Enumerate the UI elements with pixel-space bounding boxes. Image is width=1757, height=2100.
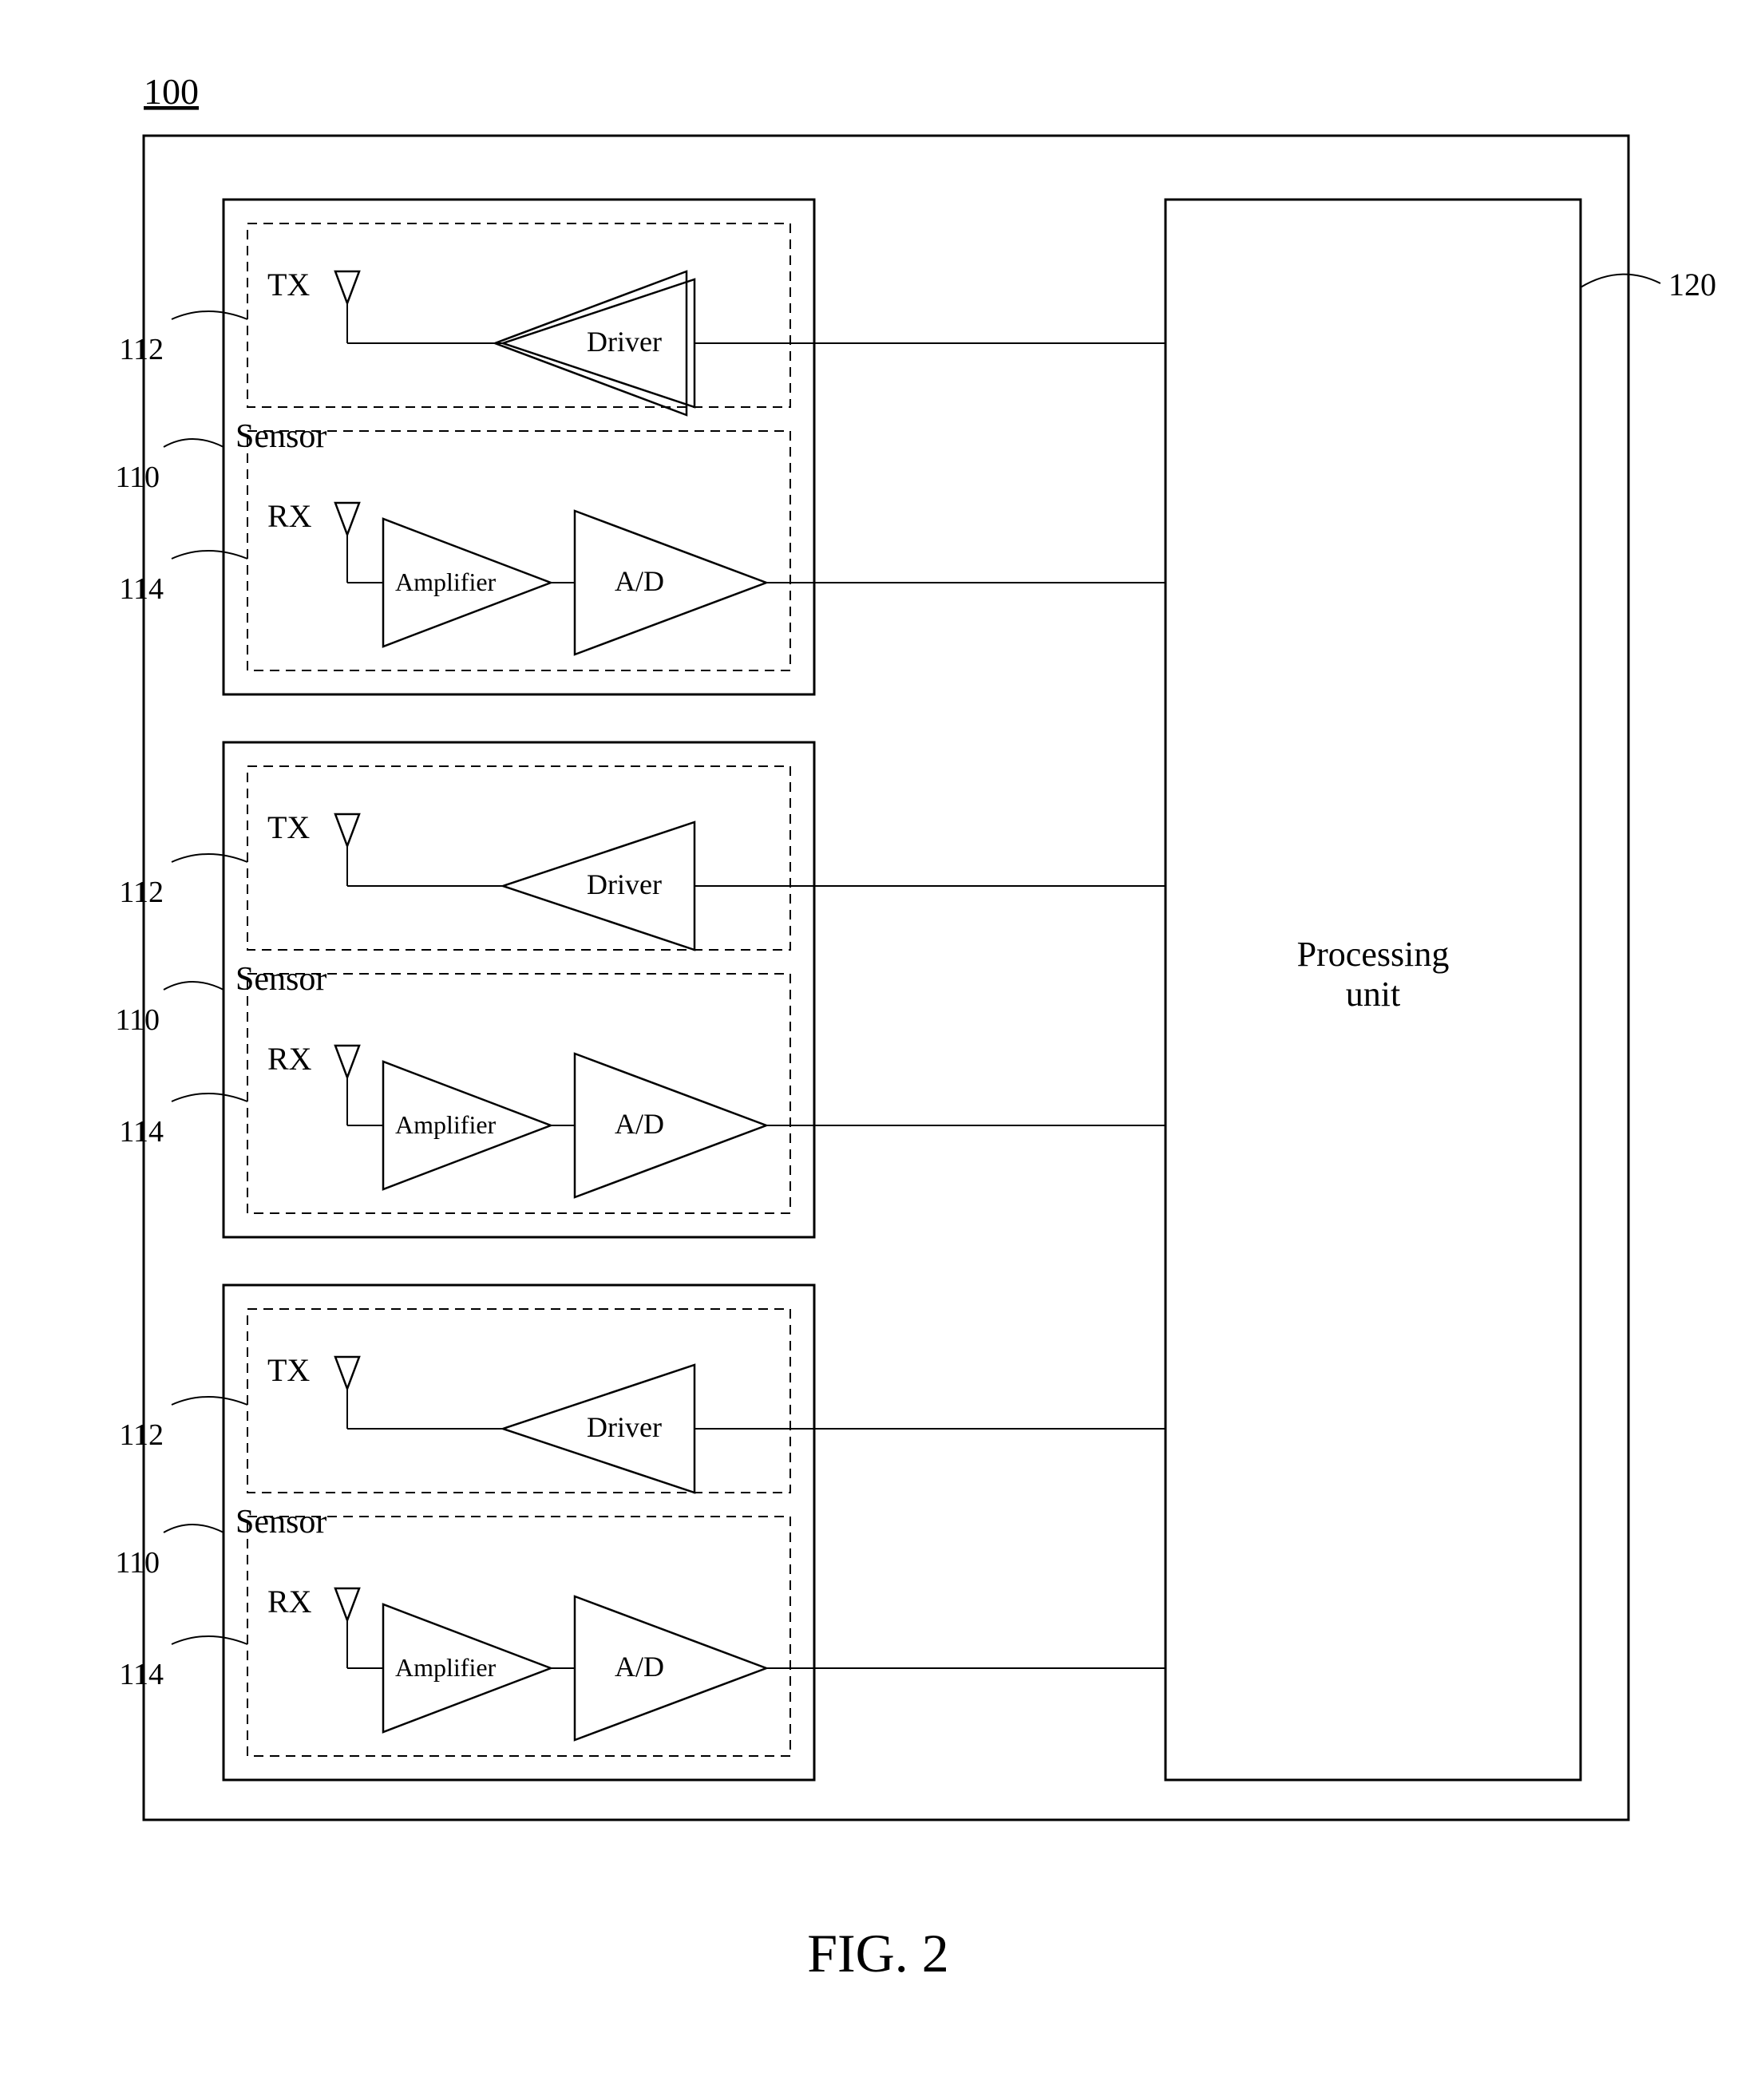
processing-ref: 120	[1668, 267, 1716, 303]
tx-ref: 112	[119, 333, 164, 366]
sensor-label: Sensor	[235, 1504, 326, 1540]
rx-label: RX	[267, 1584, 312, 1619]
figure-label: FIG. 2	[807, 1923, 949, 1983]
rx-ref: 114	[119, 572, 164, 606]
rx-label: RX	[267, 1041, 312, 1077]
ad-label: A/D	[615, 1108, 664, 1140]
rx-ref: 114	[119, 1115, 164, 1149]
tx-ref: 112	[119, 1418, 164, 1452]
processing-label-1: Processing	[1297, 935, 1450, 974]
driver-label: Driver	[587, 868, 662, 900]
sensor-block: Sensor TX Driver RX Amplifier A/D 112 11…	[115, 742, 1165, 1237]
processing-unit: Processing unit 120	[1165, 200, 1716, 1780]
tx-antenna-icon	[335, 271, 359, 343]
sensor-ref: 110	[115, 1003, 160, 1037]
system-ref: 100	[144, 71, 199, 112]
ad-label: A/D	[615, 565, 664, 597]
driver-label: Driver	[587, 326, 662, 358]
rx-ref: 114	[119, 1658, 164, 1691]
sensor-ref: 110	[115, 1546, 160, 1580]
driver-label: Driver	[587, 1411, 662, 1443]
rx-antenna-icon	[335, 503, 359, 583]
tx-label: TX	[267, 267, 310, 303]
amplifier-label: Amplifier	[395, 568, 497, 596]
outer-box	[144, 136, 1628, 1820]
sensor-block: Sensor TX Driver RX Amplifier A	[115, 200, 1165, 694]
sensor-label: Sensor	[235, 418, 326, 455]
diagram-canvas: 100 Processing unit 120 Sensor TX D	[0, 0, 1757, 2100]
sensor-label: Sensor	[235, 961, 326, 998]
rx-antenna-icon	[335, 1588, 359, 1668]
sensor-block: Sensor TX Driver RX Amplifier A/D 112 11…	[115, 1285, 1165, 1780]
sensor-ref: 110	[115, 461, 160, 494]
processing-label-2: unit	[1346, 975, 1400, 1014]
tx-label: TX	[267, 1352, 310, 1388]
tx-ref: 112	[119, 876, 164, 909]
rx-label: RX	[267, 498, 312, 534]
tx-antenna-icon	[335, 1357, 359, 1429]
amplifier-label: Amplifier	[395, 1110, 497, 1139]
tx-antenna-icon	[335, 814, 359, 886]
rx-antenna-icon	[335, 1046, 359, 1125]
amplifier-label: Amplifier	[395, 1653, 497, 1682]
ad-label: A/D	[615, 1651, 664, 1683]
tx-label: TX	[267, 809, 310, 845]
